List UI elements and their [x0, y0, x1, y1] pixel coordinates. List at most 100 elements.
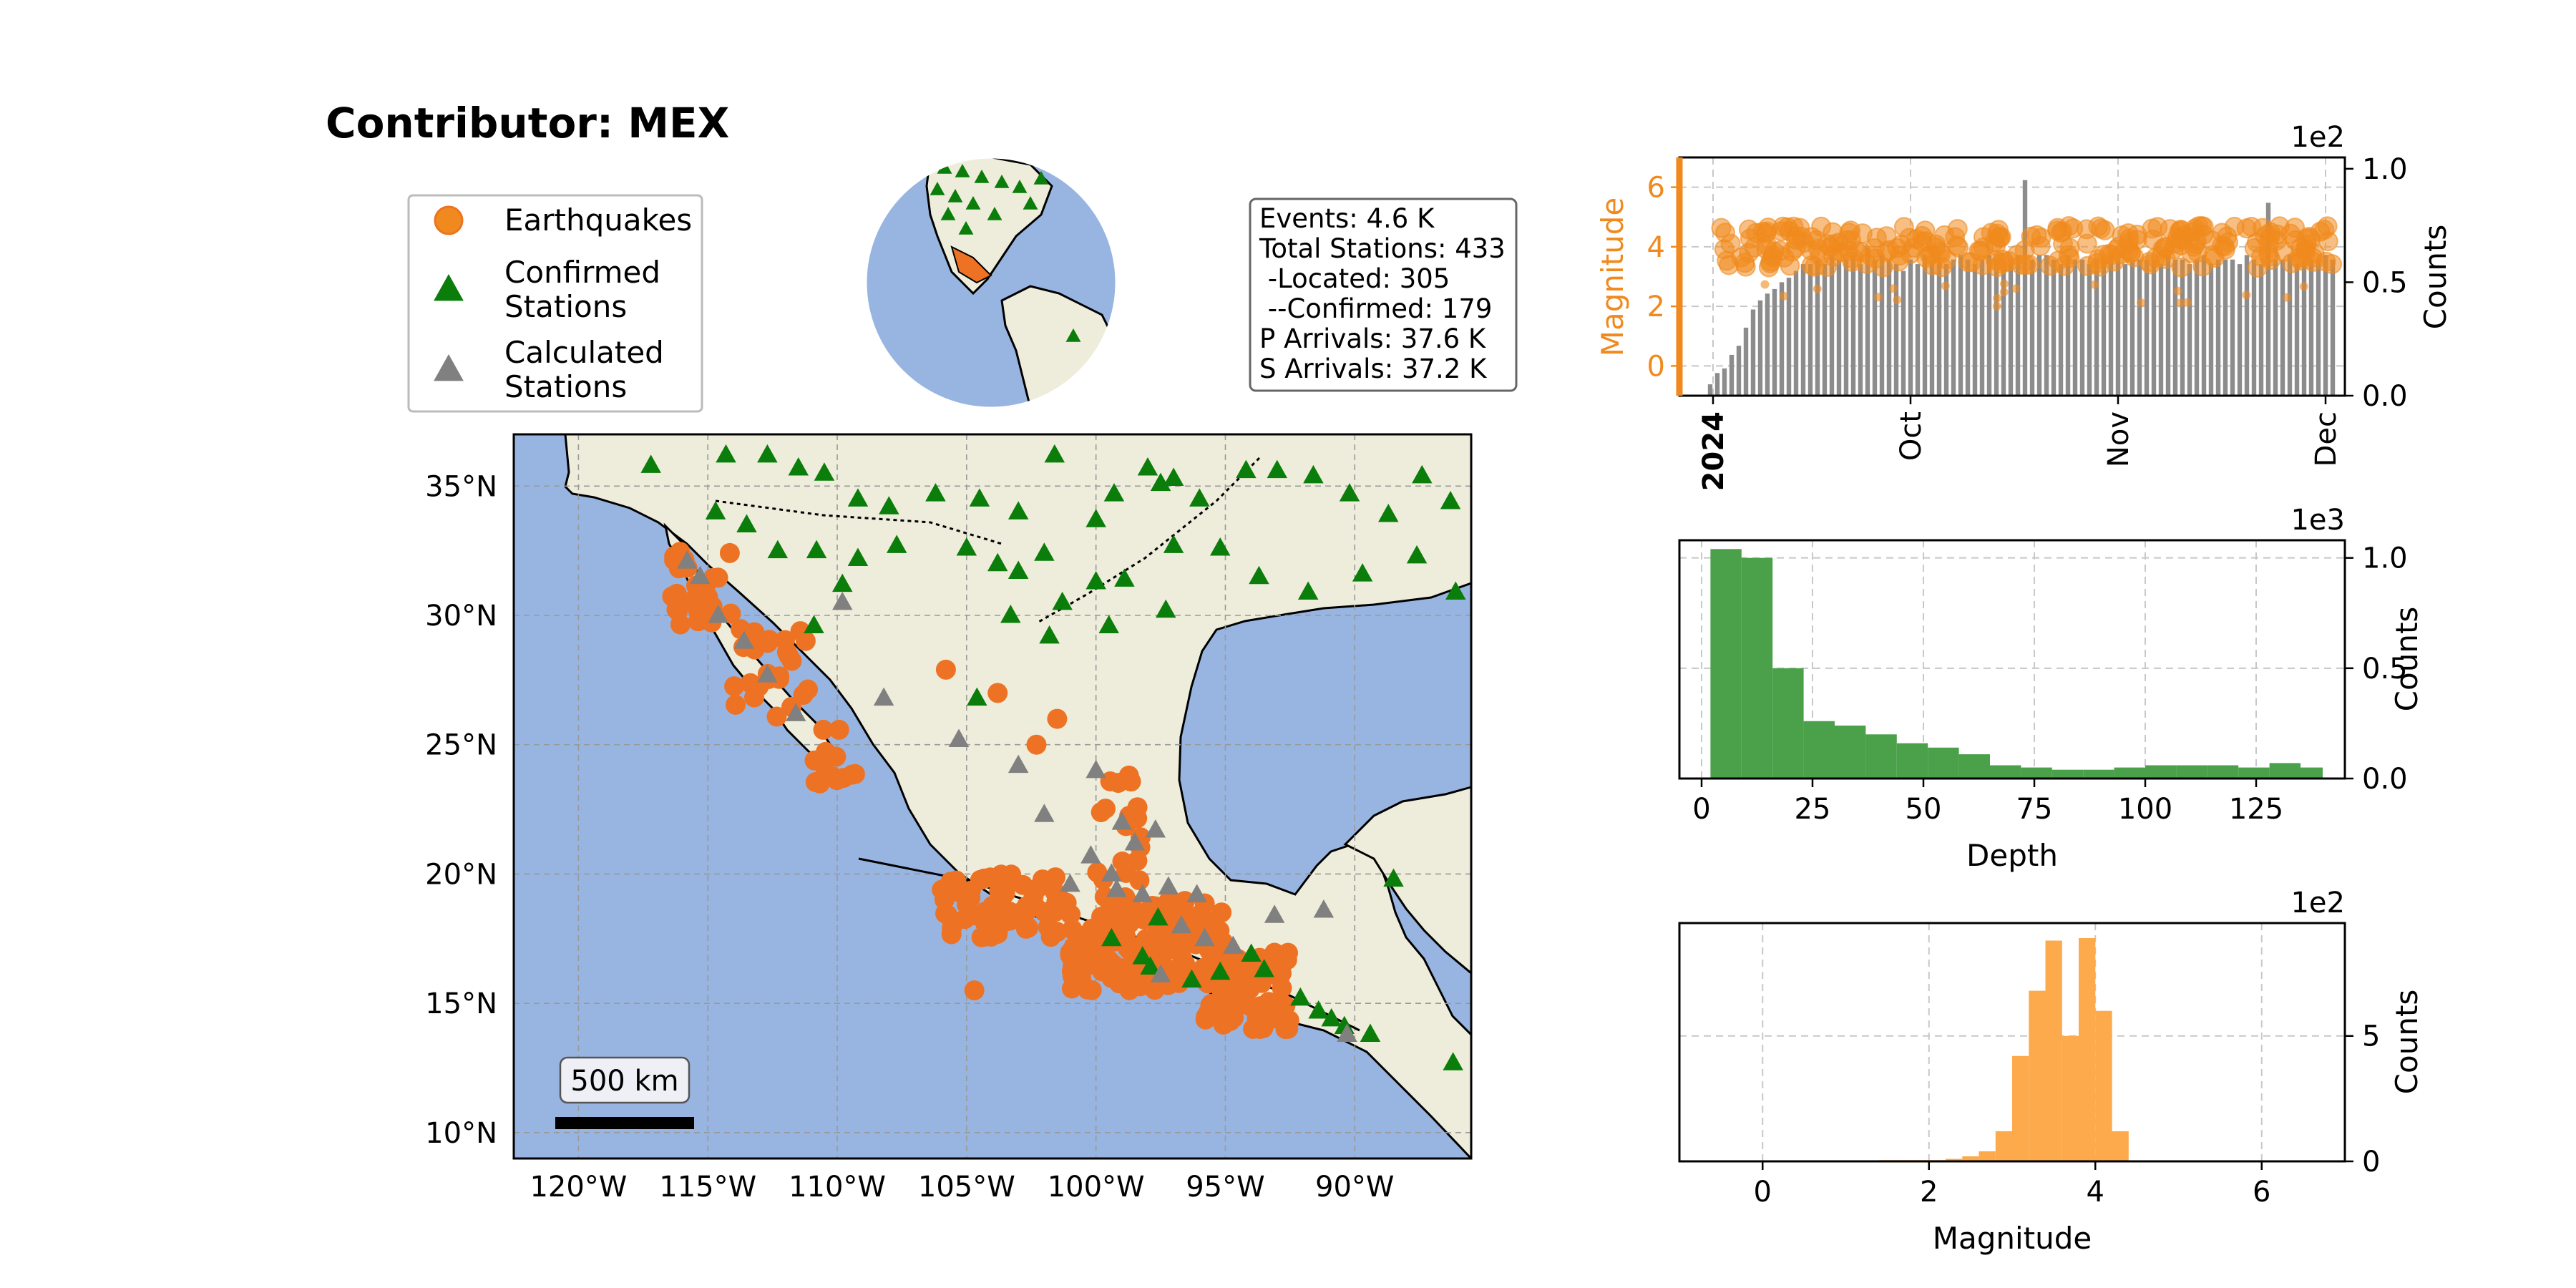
earthquake-marker	[1000, 910, 1020, 931]
magnitude-point	[1874, 293, 1883, 302]
confirmed-station-marker	[1406, 545, 1428, 564]
magnitude-point	[1893, 217, 1914, 238]
calculated-station-marker	[757, 664, 778, 683]
mh-xtick: 6	[2253, 1176, 2270, 1209]
magnitude-point	[2171, 257, 2192, 278]
count-bar	[2258, 264, 2264, 396]
confirmed-station-marker	[967, 687, 987, 706]
main-map: 500 km 120°W 115°W 110°W 105°W 100°W 95°W 90°W…	[425, 433, 1473, 1204]
count-bar	[1908, 259, 1913, 396]
count-bar	[2094, 259, 2099, 396]
magnitude-point	[1760, 280, 1770, 289]
count-bar	[1843, 259, 1849, 396]
confirmed-station-marker	[757, 444, 778, 463]
confirmed-station-marker	[804, 615, 824, 633]
stats-box: Events: 4.6 K Total Stations: 433 -Locat…	[1249, 197, 1518, 392]
ts-ytick: 6	[1647, 172, 1665, 205]
confirmed-station-marker	[1303, 464, 1324, 484]
count-bar	[1986, 255, 1992, 396]
legend-label-0: Earthquakes	[504, 203, 692, 238]
count-bar	[1936, 259, 1942, 396]
confirmed-station-marker	[1339, 483, 1360, 502]
calculated-station-marker	[1194, 927, 1215, 947]
count-bar	[2273, 259, 2278, 396]
magnitude-point	[1735, 253, 1755, 273]
magnitude-point	[1889, 284, 1898, 293]
globe-station-marker	[955, 164, 970, 177]
calculated-station-marker	[1337, 1023, 1357, 1043]
magnitude-point	[2058, 245, 2079, 265]
count-bar	[2008, 259, 2014, 396]
earthquake-marker	[779, 645, 799, 666]
confirmed-station-marker	[1150, 472, 1171, 492]
earthquake-marker	[1077, 979, 1098, 1000]
count-bar	[1707, 384, 1713, 396]
confirmed-station-marker	[969, 488, 990, 507]
count-bar	[1786, 278, 1792, 396]
magnitude-point	[1790, 218, 1810, 238]
magnitude-point	[2283, 293, 2292, 302]
count-bar	[2180, 259, 2185, 396]
confirmed-station-marker	[1209, 961, 1231, 980]
map-xtick: 120°W	[530, 1171, 627, 1204]
magnitude-point	[1810, 245, 1830, 266]
confirmed-station-marker	[1098, 615, 1119, 633]
mh-ytick: 0	[2362, 1146, 2380, 1179]
confirmed-station-marker	[1034, 542, 1055, 561]
earthquake-marker	[1047, 708, 1068, 729]
magnitude-point	[2299, 282, 2308, 291]
calculated-station-marker	[1186, 884, 1207, 902]
dh-bar	[2114, 767, 2145, 779]
magnitude-point	[2176, 298, 2185, 308]
earthquake-marker	[1121, 771, 1141, 792]
earthquake-marker	[1190, 904, 1211, 924]
calculated-station-marker	[1264, 904, 1285, 923]
magnitude-point	[2090, 280, 2099, 289]
confirmed-station-marker	[1443, 1052, 1463, 1070]
count-bar	[2036, 255, 2042, 396]
globe-station-marker	[940, 207, 956, 220]
globe-station-marker	[1012, 180, 1028, 193]
count-bar	[2301, 259, 2307, 396]
confirmed-station-marker	[1156, 599, 1176, 618]
magnitude-point	[2184, 236, 2205, 257]
magnitude-point	[1989, 226, 2009, 247]
mh-bar	[2079, 938, 2096, 1161]
confirmed-station-marker	[806, 540, 827, 559]
confirmed-station-marker	[879, 496, 899, 514]
dh-bar	[2207, 765, 2239, 779]
mh-bar	[2062, 1035, 2079, 1161]
dh-bar	[2176, 765, 2207, 779]
stat-confirmed: --Confirmed: 179	[1259, 293, 1492, 324]
count-bar	[2251, 259, 2257, 396]
confirmed-station-marker	[1085, 571, 1106, 590]
earthquake-marker	[1018, 917, 1039, 938]
confirmed-station-marker	[705, 501, 726, 519]
mh-bar	[2012, 1055, 2029, 1161]
earthquake-marker	[813, 719, 834, 740]
count-bar	[2087, 264, 2092, 396]
scale-label: 500 km	[570, 1065, 678, 1098]
confirmed-station-marker	[1445, 581, 1466, 600]
ts-xtick: Oct	[1895, 411, 1928, 461]
earthquake-marker	[829, 719, 849, 740]
magnitude-point	[2016, 255, 2036, 275]
magnitude-point	[2127, 225, 2147, 245]
confirmed-station-marker	[1412, 464, 1433, 484]
count-bar	[1793, 270, 1799, 396]
ts-ytick: 2	[1647, 291, 1665, 323]
earthquake-marker	[731, 619, 751, 640]
calculated-station-marker	[1171, 914, 1192, 934]
count-bar	[1765, 293, 1770, 396]
calculated-station-marker	[1080, 845, 1101, 864]
count-bar	[1872, 259, 1878, 396]
confirmed-station-marker	[847, 488, 869, 507]
earthquake-marker	[1063, 936, 1084, 957]
earthquake-marker	[1028, 878, 1048, 899]
earthquake-marker	[1060, 904, 1081, 924]
globe-station-marker	[930, 182, 945, 195]
count-bar	[1879, 255, 1885, 396]
legend-label-1: Confirmed Stations	[504, 255, 660, 324]
confirmed-station-marker	[1378, 504, 1399, 522]
count-bar	[2194, 259, 2200, 396]
